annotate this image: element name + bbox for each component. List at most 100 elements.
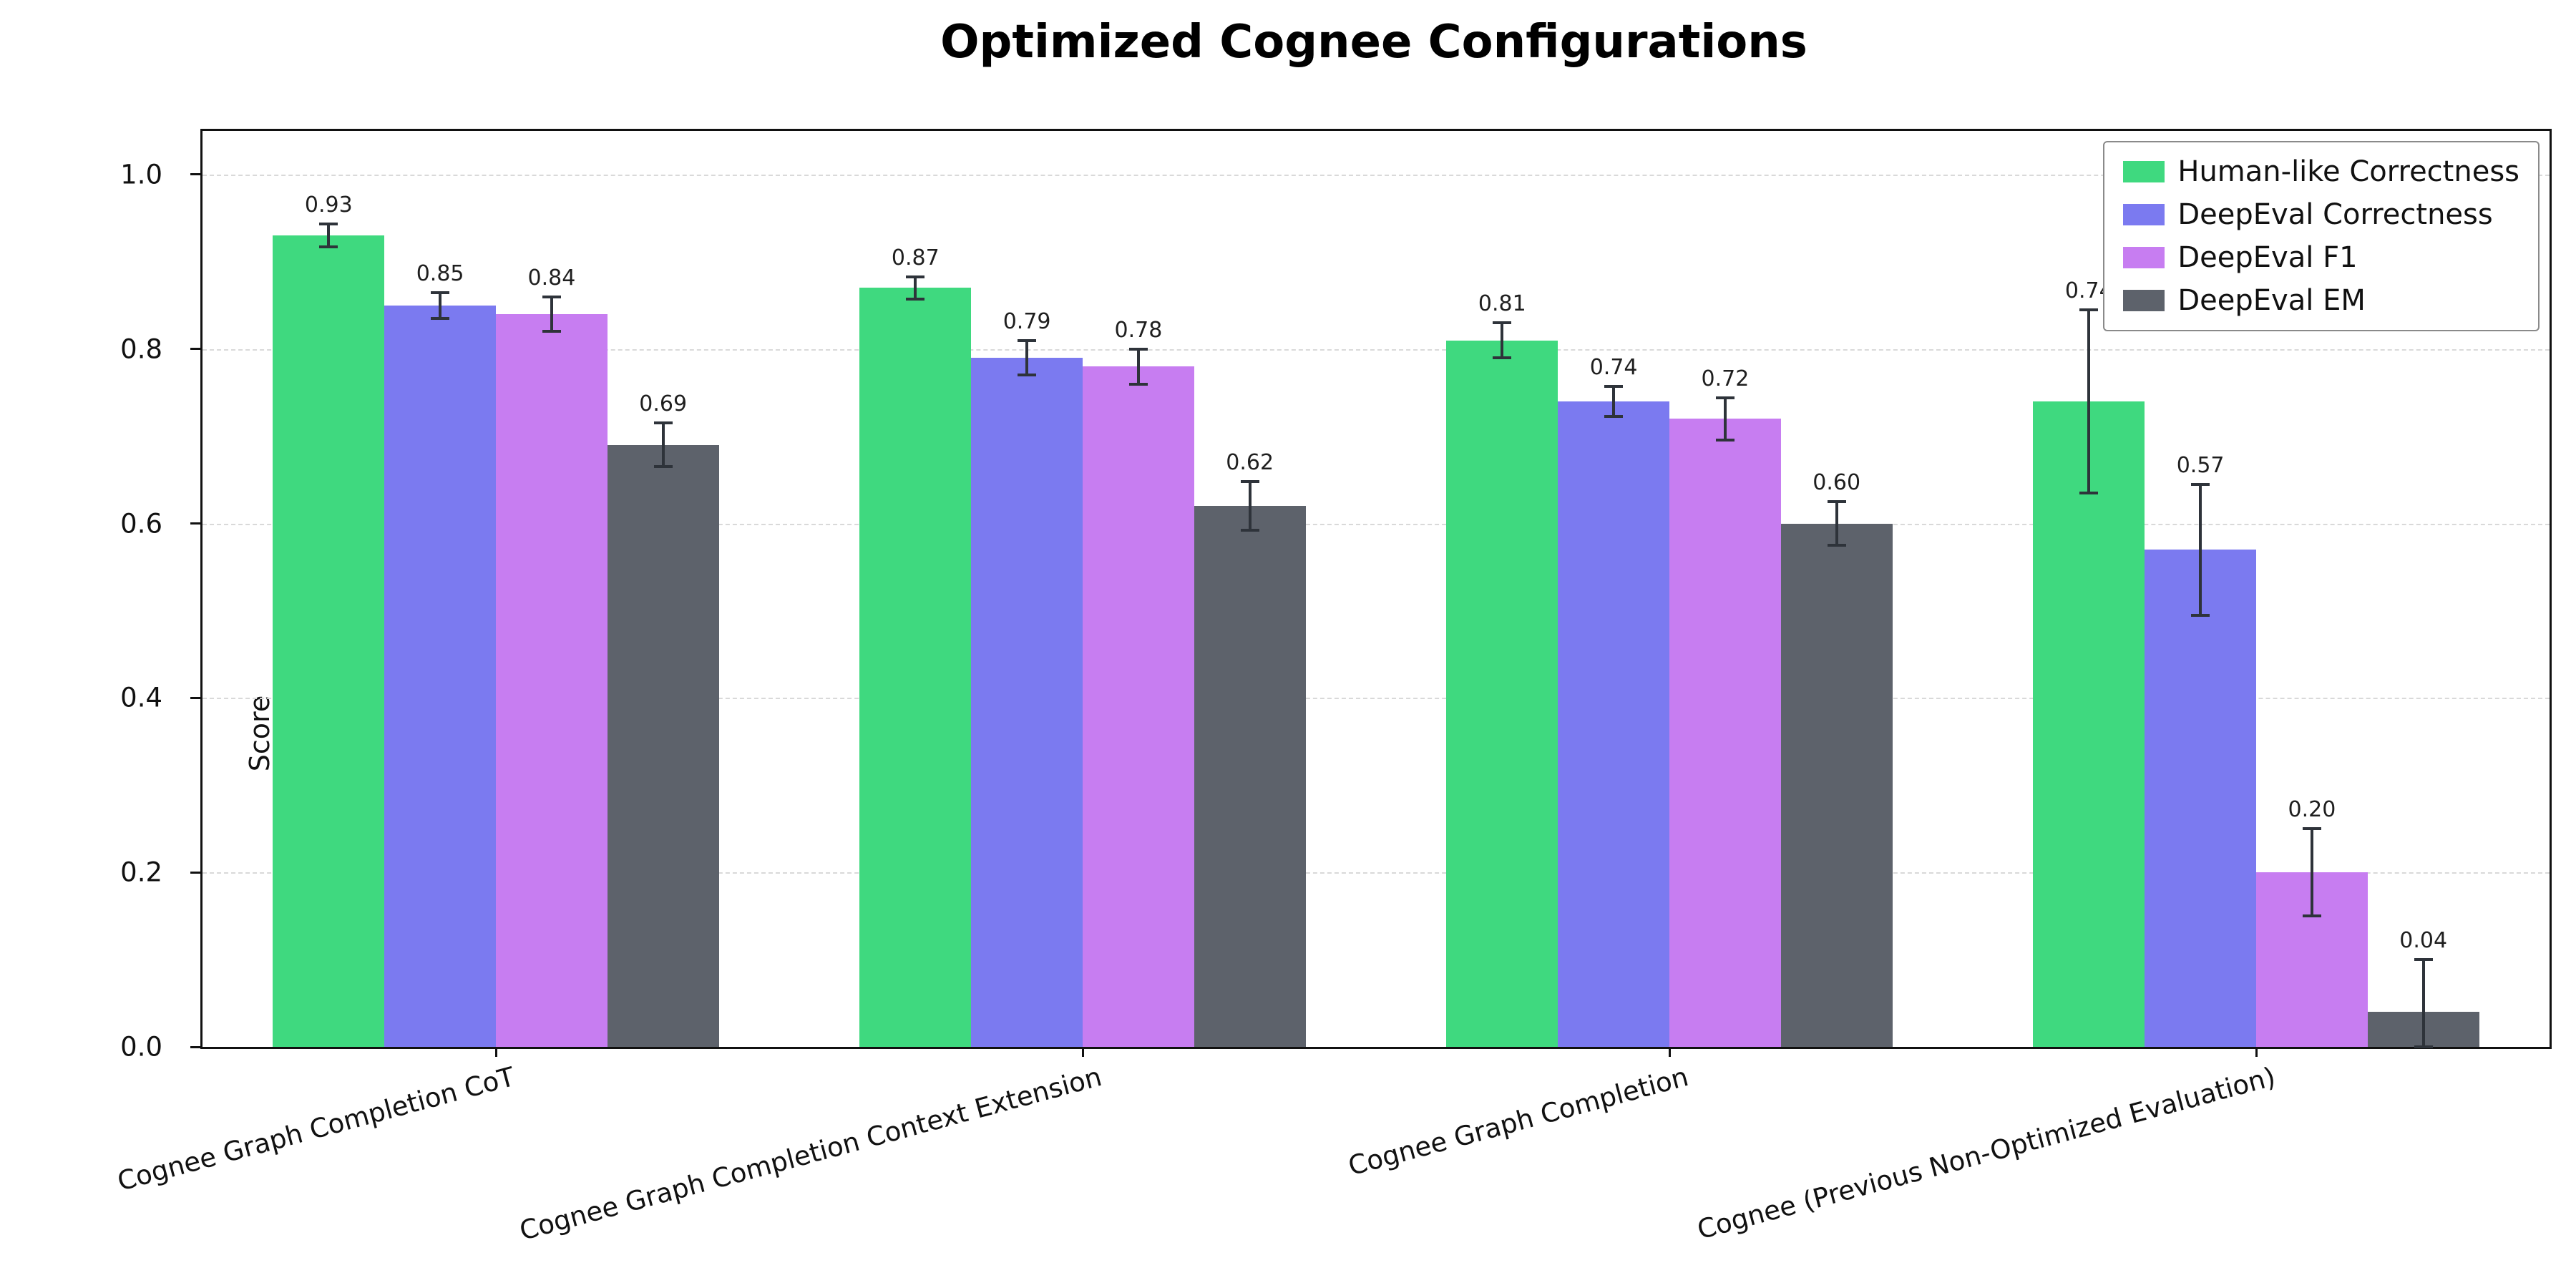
- legend-label: DeepEval EM: [2177, 284, 2366, 317]
- error-bar-cap: [653, 421, 673, 425]
- bar-value-label: 0.20: [2288, 797, 2336, 823]
- x-tick-mark: [1081, 1047, 1084, 1057]
- y-tick-label: 0.2: [120, 857, 162, 888]
- gridline: [203, 698, 2550, 700]
- bar: [2145, 550, 2256, 1047]
- x-tick-label: Cognee Graph Completion CoT: [114, 1061, 519, 1197]
- legend-item: DeepEval F1: [2123, 241, 2519, 274]
- error-bar-cap: [1128, 347, 1148, 351]
- x-tick-label: Cognee Graph Completion Context Extensio…: [516, 1061, 1106, 1246]
- error-bar-cap: [2302, 827, 2321, 831]
- error-bar: [1723, 398, 1727, 440]
- error-bar-cap: [1018, 338, 1037, 342]
- bar-value-label: 0.84: [527, 265, 576, 291]
- error-bar-cap: [906, 298, 925, 301]
- error-bar-cap: [431, 291, 450, 294]
- y-tick-label: 1.0: [120, 159, 162, 190]
- error-bar-cap: [2414, 958, 2433, 962]
- error-bar-cap: [319, 223, 338, 226]
- gridline: [203, 872, 2550, 874]
- bar-value-label: 0.81: [1478, 291, 1526, 317]
- legend-item: DeepEval Correctness: [2123, 198, 2519, 231]
- bar: [1083, 366, 1194, 1047]
- bar: [607, 444, 719, 1047]
- legend-label: DeepEval Correctness: [2177, 198, 2493, 231]
- error-bar-cap: [431, 317, 450, 321]
- error-bar-cap: [1604, 385, 1624, 389]
- y-tick-mark: [190, 696, 200, 699]
- bar: [496, 314, 608, 1047]
- y-tick-label: 0.6: [120, 508, 162, 540]
- error-bar-cap: [2414, 1045, 2433, 1048]
- legend: Human-like Correctness DeepEval Correctne…: [2103, 141, 2540, 331]
- y-tick-mark: [190, 173, 200, 176]
- bar-value-label: 0.78: [1114, 317, 1163, 343]
- bar-value-label: 0.93: [304, 192, 353, 218]
- y-tick-label: 0.4: [120, 682, 162, 713]
- gridline: [203, 174, 2550, 176]
- x-tick-label: Cognee (Previous Non-Optimized Evaluatio…: [1694, 1061, 2279, 1246]
- error-bar: [914, 276, 917, 300]
- error-bar: [1136, 348, 1140, 384]
- error-bar-cap: [542, 330, 561, 333]
- error-bar: [2087, 309, 2091, 493]
- error-bar-cap: [542, 295, 561, 298]
- y-tick-mark: [190, 348, 200, 351]
- bar-value-label: 0.79: [1002, 308, 1051, 334]
- error-bar-cap: [1493, 356, 1512, 359]
- y-tick-label: 0.0: [120, 1031, 162, 1063]
- y-tick-mark: [190, 522, 200, 525]
- legend-label: DeepEval F1: [2177, 241, 2358, 274]
- legend-swatch: [2123, 247, 2165, 268]
- error-bar: [661, 423, 665, 467]
- bar: [971, 357, 1083, 1047]
- error-bar-cap: [2079, 308, 2099, 311]
- error-bar-cap: [1240, 529, 1259, 532]
- error-bar: [550, 296, 553, 332]
- legend-swatch: [2123, 204, 2165, 225]
- error-bar-cap: [1604, 414, 1624, 418]
- error-bar-cap: [1827, 500, 1846, 504]
- plot-area: Score Human-like Correctness DeepEval Cor…: [114, 129, 2552, 1246]
- error-bar-cap: [1715, 438, 1735, 441]
- bar: [859, 288, 972, 1047]
- x-tick-label: Cognee Graph Completion: [1345, 1061, 1692, 1182]
- bar-value-label: 0.74: [1589, 355, 1638, 381]
- error-bar-cap: [653, 465, 673, 469]
- bar-value-label: 0.87: [891, 245, 940, 270]
- y-tick-mark: [190, 871, 200, 874]
- gridline: [203, 348, 2550, 351]
- bar: [2033, 401, 2145, 1047]
- y-tick-mark: [190, 1045, 200, 1048]
- error-bar: [1248, 482, 1252, 531]
- error-bar: [2199, 484, 2202, 615]
- error-bar-cap: [1018, 374, 1037, 377]
- error-bar-cap: [1493, 321, 1512, 325]
- error-bar-cap: [319, 245, 338, 249]
- error-bar-cap: [2191, 613, 2210, 617]
- bar: [384, 305, 496, 1047]
- y-tick-label: 0.8: [120, 333, 162, 365]
- bar: [1669, 419, 1781, 1047]
- error-bar-cap: [1715, 396, 1735, 400]
- error-bar: [2421, 960, 2425, 1047]
- error-bar: [327, 224, 331, 248]
- error-bar: [2310, 829, 2313, 917]
- x-tick-mark: [494, 1047, 497, 1057]
- error-bar: [1025, 340, 1029, 376]
- error-bar: [439, 292, 442, 319]
- legend-item: DeepEval EM: [2123, 284, 2519, 317]
- x-tick-mark: [2255, 1047, 2258, 1057]
- bar-value-label: 0.69: [639, 391, 688, 417]
- error-bar-cap: [1240, 480, 1259, 484]
- legend-swatch: [2123, 290, 2165, 311]
- bar: [1558, 401, 1669, 1047]
- error-bar-cap: [906, 275, 925, 278]
- legend-label: Human-like Correctness: [2177, 155, 2519, 188]
- bar: [1446, 340, 1558, 1047]
- error-bar-cap: [2079, 491, 2099, 494]
- error-bar: [1835, 502, 1838, 546]
- error-bar: [1501, 323, 1504, 358]
- bar-value-label: 0.62: [1226, 450, 1274, 476]
